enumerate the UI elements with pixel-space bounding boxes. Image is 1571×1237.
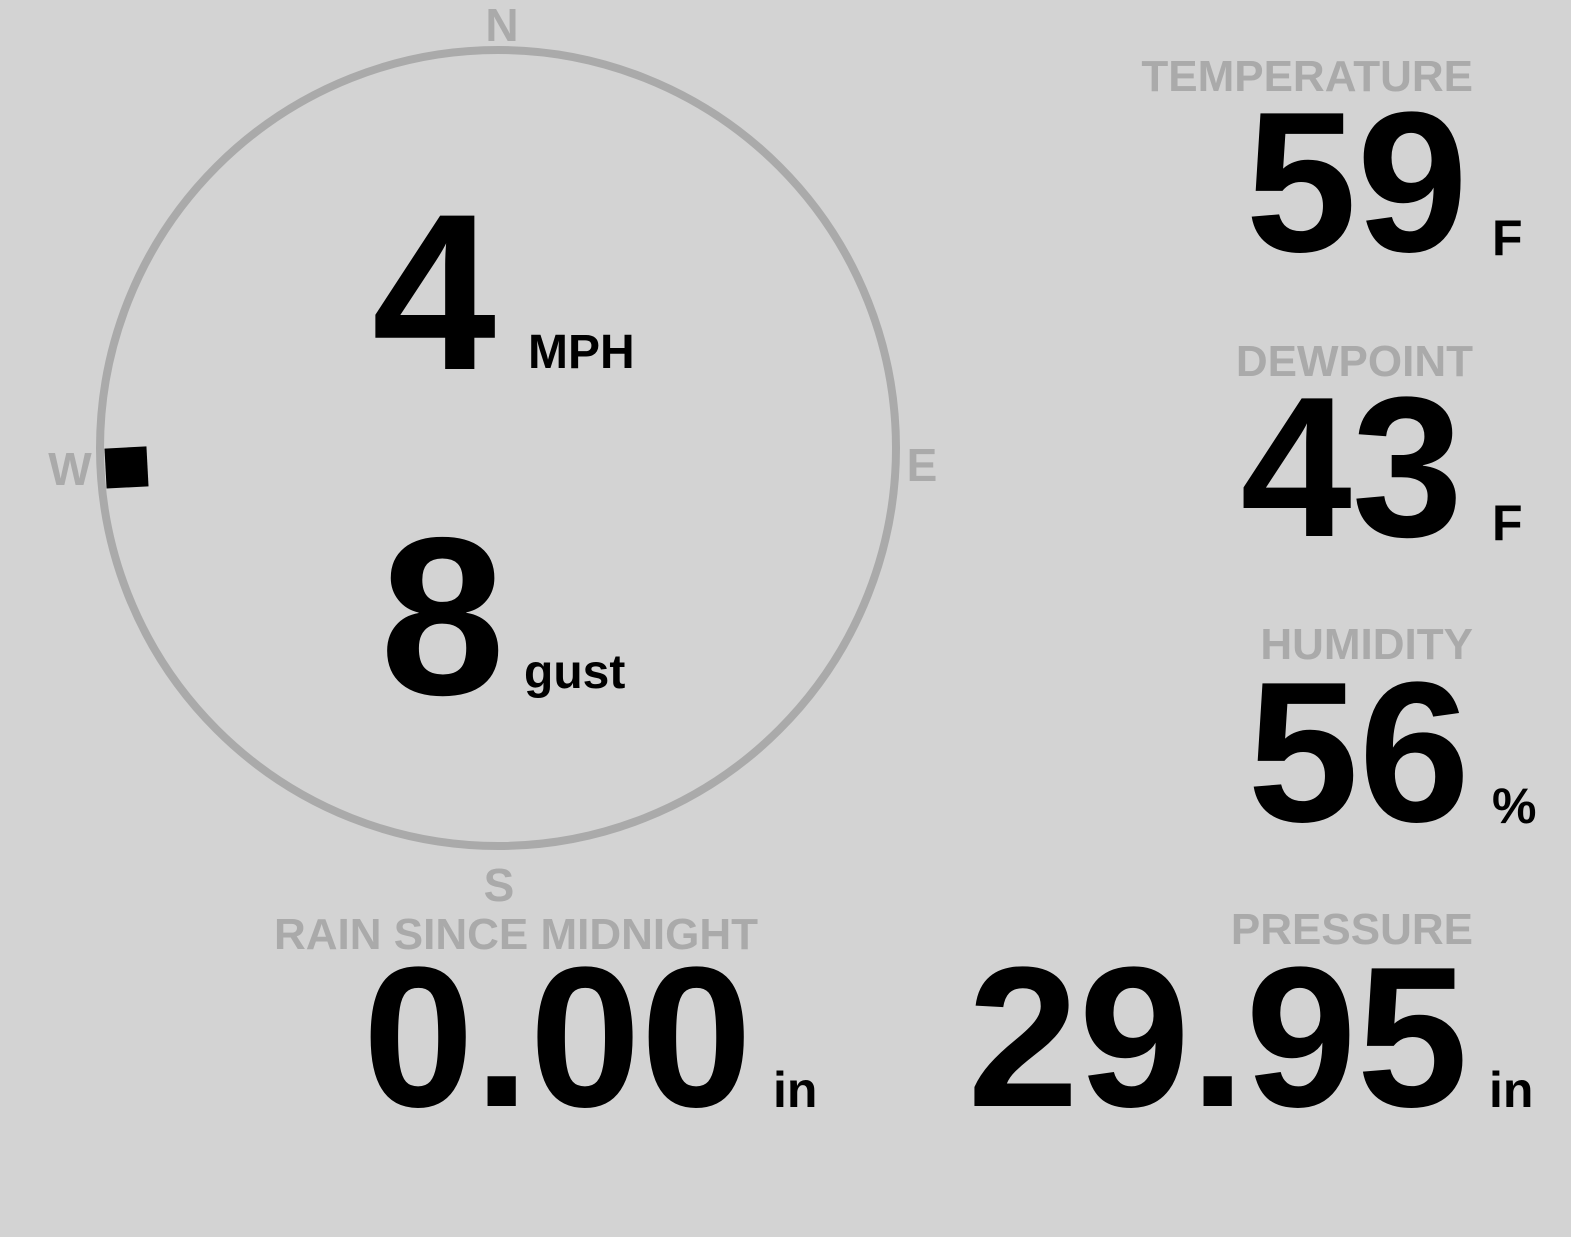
dewpoint-unit: F [1492, 495, 1523, 551]
temperature-label: TEMPERATURE [1141, 52, 1473, 101]
pressure-value: 29.95 [967, 926, 1469, 1149]
wind-gust-value: 8 [380, 490, 506, 742]
compass-ring [96, 46, 900, 850]
humidity-unit: % [1492, 778, 1537, 834]
pressure-label: PRESSURE [1230, 905, 1473, 954]
dewpoint-label: DEWPOINT [1235, 337, 1473, 386]
compass-north-label: N [485, 0, 519, 51]
compass-east-label: E [906, 439, 938, 491]
wind-speed-value: 4 [372, 168, 497, 417]
compass-west-label: W [48, 443, 92, 495]
dewpoint-value: 43 [1240, 356, 1463, 579]
wind-direction-marker [104, 446, 149, 489]
rain-unit: in [773, 1062, 818, 1118]
compass-south-label: S [483, 859, 515, 911]
rain-label: RAIN SINCE MIDNIGHT [274, 910, 758, 959]
temperature-value: 59 [1245, 71, 1468, 294]
temperature-unit: F [1492, 210, 1523, 266]
humidity-label: HUMIDITY [1260, 620, 1473, 669]
wind-speed-unit: MPH [528, 326, 635, 379]
rain-value: 0.00 [362, 926, 752, 1149]
wind-gust-unit: gust [524, 646, 626, 699]
humidity-value: 56 [1247, 641, 1470, 864]
pressure-unit: in [1489, 1062, 1534, 1118]
